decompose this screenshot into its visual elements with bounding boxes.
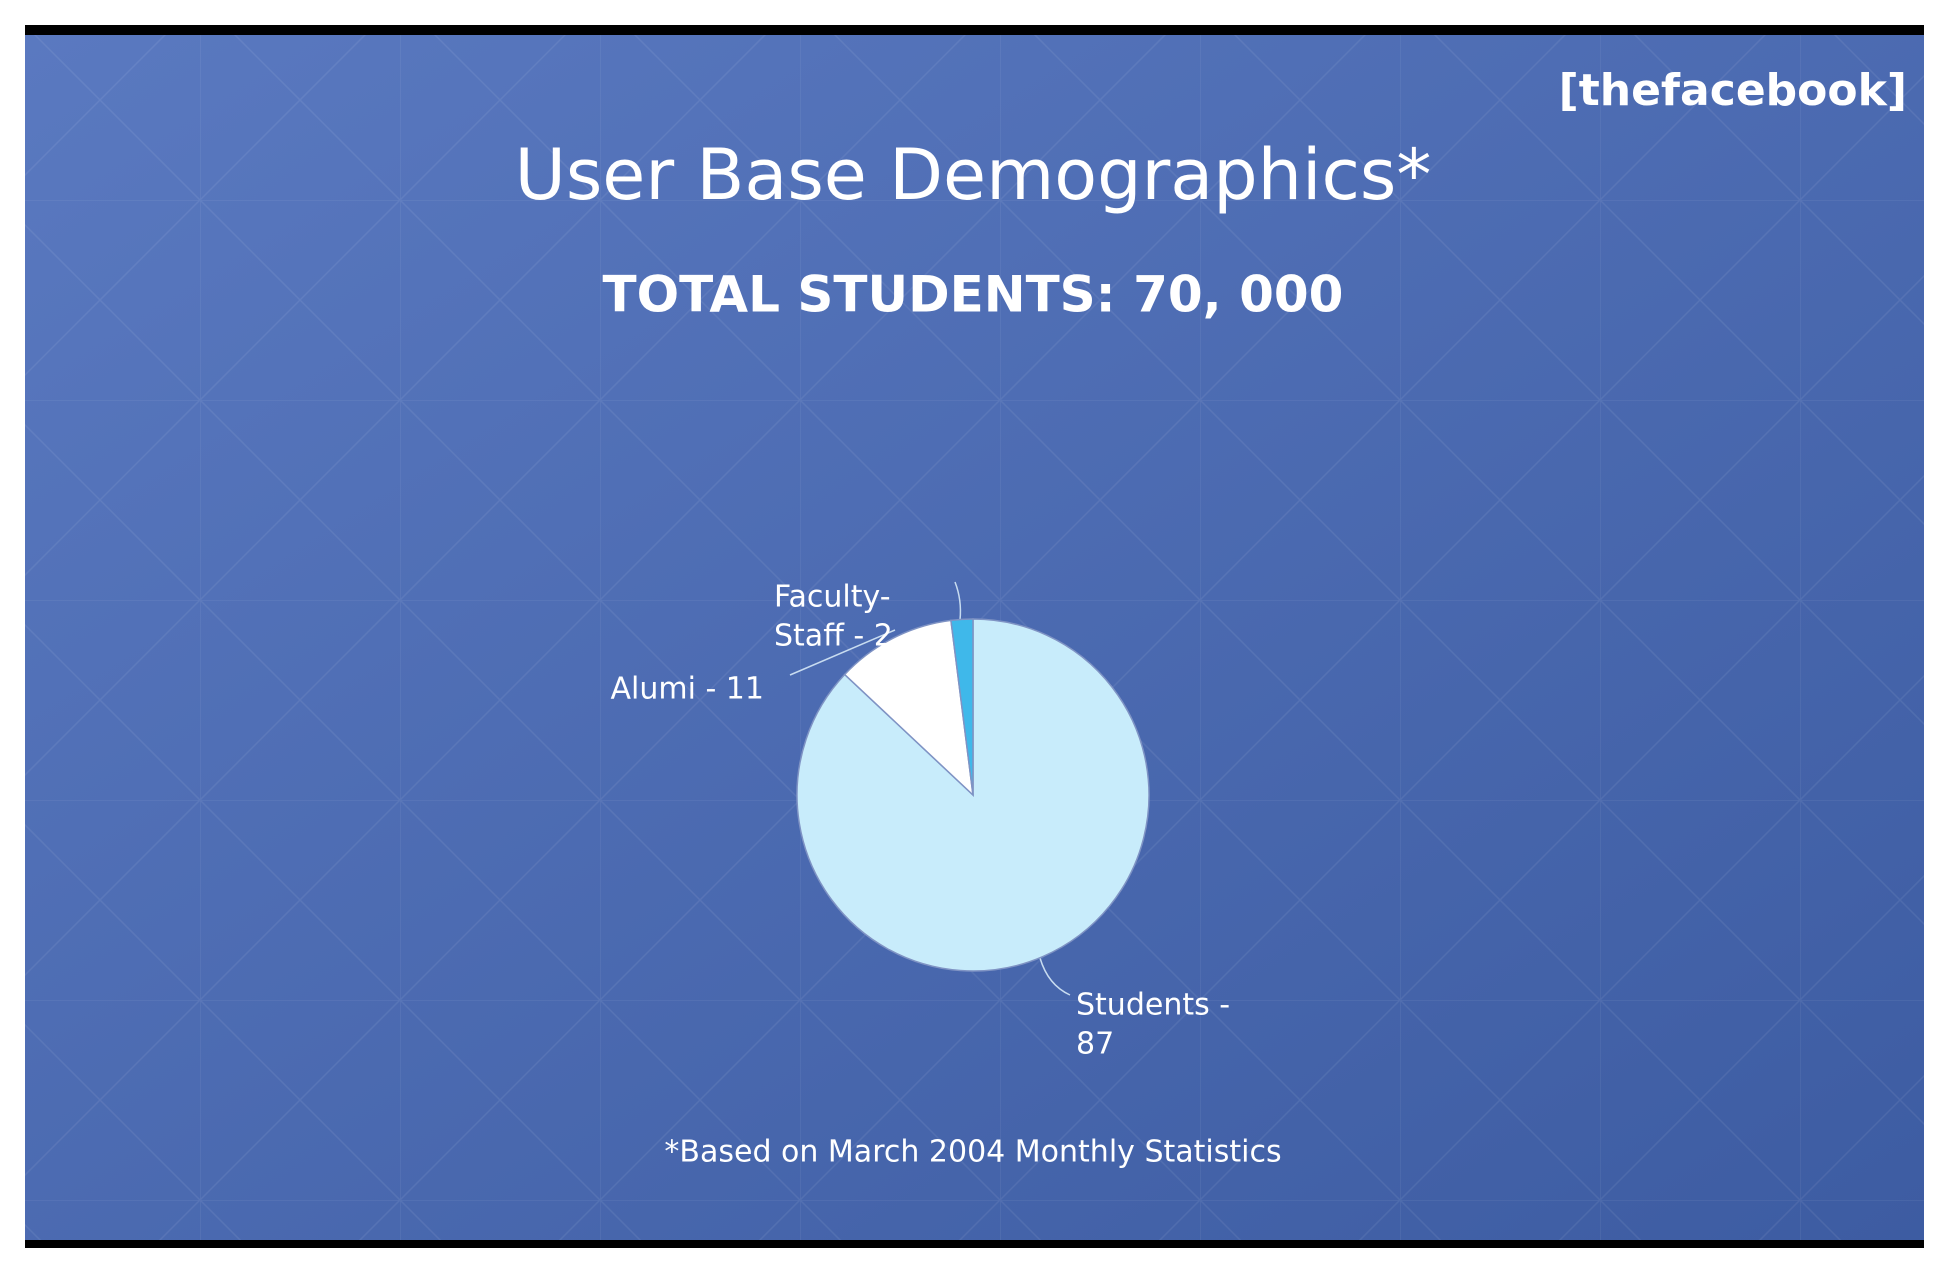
leader-line [789,629,896,676]
pie-slice [796,618,1150,972]
logo: [thefacebook] [1559,65,1907,116]
leader-line [954,581,962,621]
pie-slice [843,619,975,797]
slice-label: Faculty- [774,580,891,615]
pie-slice [950,618,974,796]
pie [796,618,1150,972]
slice-label: Students - [1076,988,1230,1023]
chart-title: User Base Demographics* [515,134,1432,216]
slice-label: Alumi - 11 [610,672,764,707]
footnote: *Based on March 2004 Monthly Statistics [664,1135,1281,1170]
chart-subtitle: TOTAL STUDENTS: 70, 000 [603,266,1344,324]
top-bar [25,25,1924,37]
slice-label: 87 [1076,1027,1114,1062]
slice-label: Staff - 2 [774,619,893,654]
leader-line [1039,957,1071,996]
bottom-bar [25,1240,1924,1248]
